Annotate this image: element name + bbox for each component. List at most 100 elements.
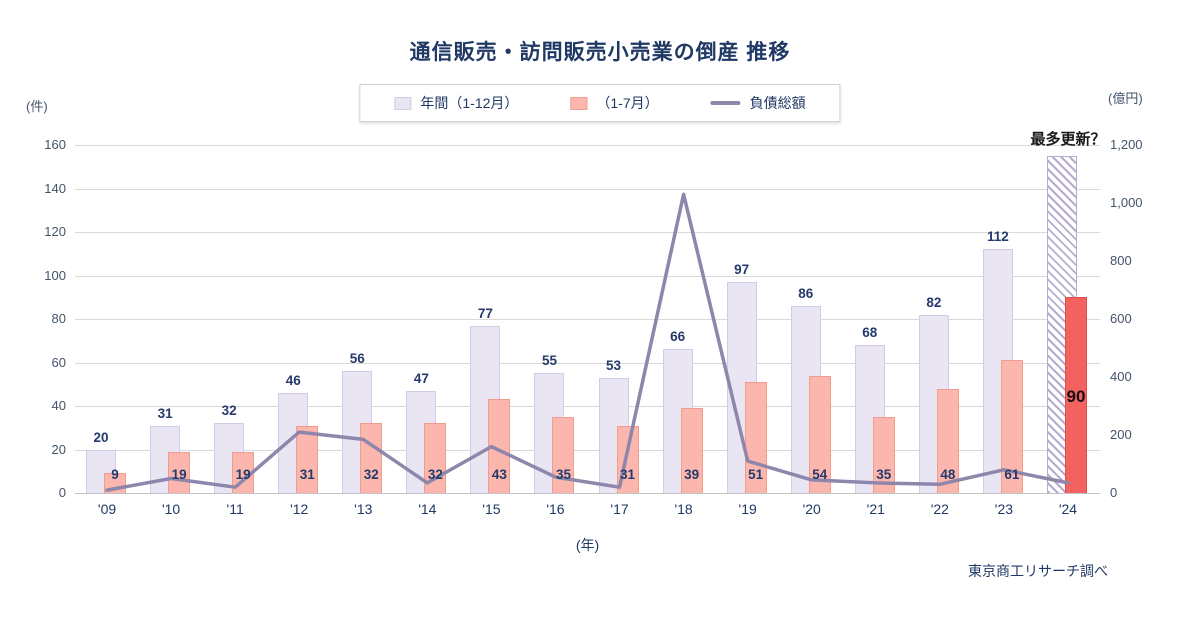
y-axis-tick-left: 80 (51, 311, 66, 326)
bar-partial-22 (936, 388, 959, 493)
label-annual-21: 68 (862, 325, 878, 341)
bar-partial-16 (552, 416, 575, 493)
legend-label-annual: 年間（1-12月） (420, 95, 519, 111)
x-axis-label-19: '19 (738, 501, 757, 517)
y-axis-tick-left: 100 (44, 267, 66, 283)
label-annual-22: 82 (926, 294, 942, 310)
y-axis-tick-right: 400 (1110, 369, 1132, 384)
x-axis-label-23: '23 (994, 501, 1014, 517)
label-partial-13: 32 (363, 467, 379, 482)
y-axis-tick-left: 160 (44, 137, 66, 152)
label-partial-20: 54 (812, 467, 828, 482)
bar-partial-24 (1064, 297, 1087, 493)
legend-label-partial: （1-7月） (596, 95, 659, 111)
gridline (75, 188, 1100, 190)
label-annual-20: 86 (798, 285, 814, 301)
x-axis-label-16: '16 (546, 501, 565, 517)
label-partial-22: 48 (940, 467, 956, 482)
label-partial-16: 35 (555, 467, 571, 482)
y-axis-tick-right: 1,200 (1110, 137, 1143, 152)
label-annual-12: 46 (285, 372, 301, 388)
gridline (75, 493, 1100, 494)
label-partial-11: 19 (235, 467, 251, 482)
label-annual-23: 112 (987, 229, 1009, 245)
debt-line-swatch-icon (710, 101, 741, 105)
bar-partial-23 (1000, 360, 1023, 493)
label-annual-18: 66 (670, 329, 686, 345)
y-axis-tick-left: 120 (44, 224, 66, 239)
label-annual-19: 97 (734, 262, 750, 278)
x-axis-label-14: '14 (418, 501, 437, 517)
label-annual-11: 32 (221, 403, 237, 419)
y-axis-tick-left: 60 (51, 354, 66, 370)
y-axis-tick-right: 200 (1110, 427, 1132, 442)
y-axis-tick-left: 140 (44, 180, 66, 196)
label-partial-18: 39 (684, 467, 700, 482)
y-axis-tick-left: 20 (51, 441, 66, 457)
label-annual-10: 31 (157, 405, 173, 421)
x-axis-label-13: '13 (354, 501, 373, 517)
y-axis-tick-right: 0 (1110, 485, 1118, 500)
label-partial-24: 90 (1066, 387, 1086, 407)
label-partial-15: 43 (491, 467, 507, 482)
right-axis-ticks: 0 200 400 600 800 1,000 1,200 (1110, 137, 1170, 500)
legend-item-annual: 年間（1-12月） (394, 93, 518, 113)
debt-total-polyline (105, 192, 1070, 492)
label-partial-23: 61 (1004, 467, 1020, 482)
x-axis-label-20: '20 (802, 501, 821, 517)
bar-partial-10 (168, 451, 191, 493)
y-axis-tick-right: 800 (1110, 253, 1132, 268)
label-annual-13: 56 (349, 351, 365, 367)
y-axis-tick-right: 1,000 (1110, 195, 1143, 210)
debt-total-line (105, 192, 1070, 492)
annual-bar-swatch-icon (394, 96, 412, 110)
bar-partial-20 (808, 375, 831, 493)
legend-item-debt: 負債総額 (710, 93, 806, 113)
label-partial-09: 9 (111, 467, 119, 482)
legend: 年間（1-12月） （1-7月） 負債総額 (359, 84, 841, 122)
source-credit: 東京商工リサーチ調べ (968, 563, 1108, 579)
plot-area: 20 9 31 19 32 19 46 31 56 32 47 32 77 43 55 35 53 31 66 39 9… (75, 145, 1100, 494)
label-annual-09: 20 (93, 429, 109, 445)
legend-label-debt: 負債総額 (749, 95, 806, 111)
left-axis-ticks: 0 20 40 60 80 100 120 140 160 (18, 137, 66, 500)
x-axis-label-09: '09 (97, 501, 117, 517)
y-axis-tick-right: 600 (1110, 311, 1132, 326)
gridline (75, 275, 1100, 277)
gridline (75, 232, 1100, 233)
legend-item-partial: （1-7月） (570, 93, 659, 113)
label-partial-10: 19 (171, 467, 187, 482)
bar-partial-18 (680, 408, 703, 493)
x-axis-unit: (年) (575, 537, 600, 553)
y-axis-tick-left: 0 (58, 485, 66, 500)
x-axis-label-17: '17 (610, 501, 629, 517)
x-axis-label-21: '21 (866, 501, 885, 517)
x-axis-label-12: '12 (290, 501, 309, 517)
record-annotation: 最多更新？ (1030, 131, 1106, 148)
x-axis-label-24: '24 (1058, 501, 1078, 517)
gridline (75, 406, 1100, 407)
x-axis-label-11: '11 (226, 501, 244, 517)
chart-title: 通信販売・訪問販売小売業の倒産 推移 (409, 41, 791, 64)
label-partial-12: 31 (299, 467, 315, 482)
gridline (75, 362, 1100, 364)
gridline (75, 449, 1100, 451)
x-axis-label-10: '10 (161, 501, 181, 517)
x-axis-label-22: '22 (930, 501, 949, 517)
label-partial-21: 35 (876, 467, 892, 482)
label-annual-15: 77 (477, 305, 493, 321)
right-axis-unit: (億円) (1108, 91, 1143, 106)
label-partial-14: 32 (427, 467, 443, 482)
gridline (75, 145, 1100, 146)
label-annual-16: 55 (541, 353, 557, 369)
bar-partial-12 (296, 425, 319, 493)
x-axis-label-15: '15 (482, 501, 501, 517)
x-axis-labels: '09 '10 '11 '12 '13 '14 '15 '16 '17 '18 '19 '20 '21 '… (75, 501, 1100, 521)
y-axis-tick-left: 40 (51, 398, 66, 413)
label-partial-17: 31 (620, 467, 636, 482)
gridline (75, 319, 1100, 320)
label-annual-17: 53 (606, 357, 622, 373)
label-annual-14: 47 (413, 370, 429, 386)
label-partial-19: 51 (748, 467, 764, 482)
